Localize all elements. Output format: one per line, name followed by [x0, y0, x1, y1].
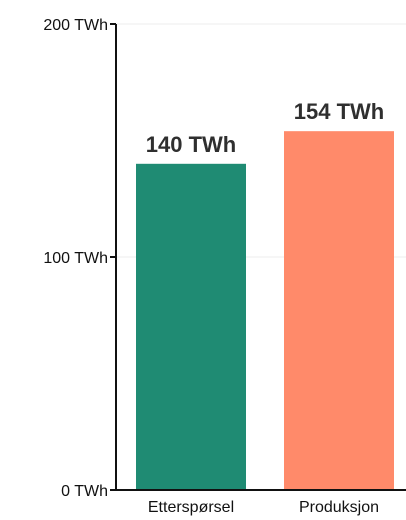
bar-etterspørsel	[136, 163, 246, 491]
data-labels: 140 TWh 154 TWh	[146, 99, 384, 157]
x-category-label: Etterspørsel	[148, 499, 234, 516]
x-axis-labels: Etterspørsel Produksjon	[148, 499, 379, 516]
y-axis-ticks: 0 TWh 100 TWh 200 TWh	[43, 17, 116, 500]
x-category-label: Produksjon	[299, 499, 379, 516]
y-tick-label: 200 TWh	[43, 17, 108, 34]
data-label: 154 TWh	[294, 99, 384, 124]
y-tick-label: 100 TWh	[43, 250, 108, 267]
y-tick-label: 0 TWh	[61, 483, 108, 500]
bars	[136, 131, 394, 491]
bar-produksjon	[284, 131, 394, 490]
data-label: 140 TWh	[146, 132, 236, 157]
